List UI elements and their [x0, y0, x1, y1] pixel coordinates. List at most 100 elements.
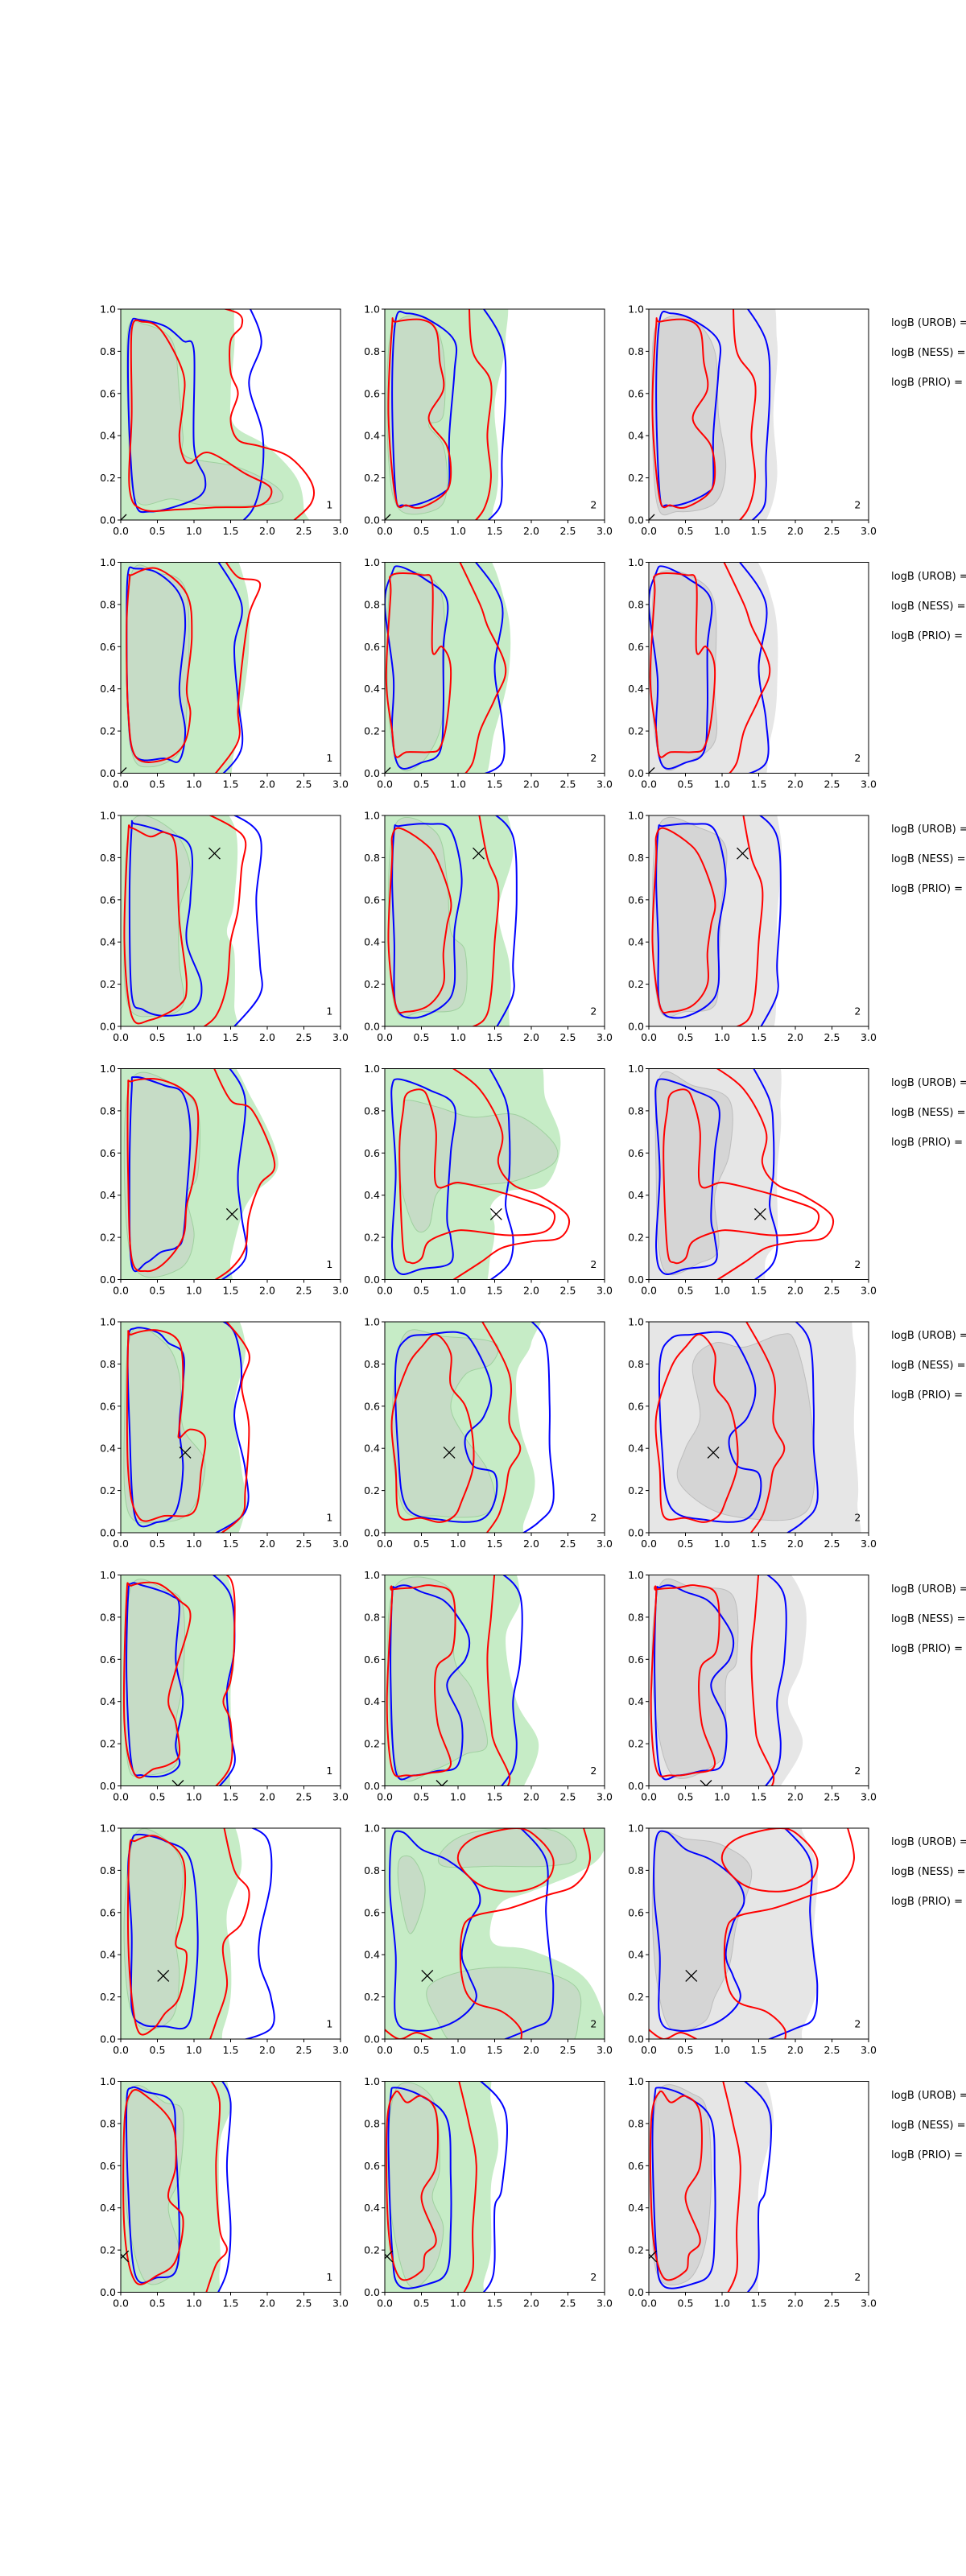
panel-number-label: 1 — [326, 1258, 332, 1270]
y-tick-label: 0.8 — [628, 1611, 644, 1623]
x-tick-label: 0.5 — [150, 2044, 166, 2056]
x-tick-label: 1.5 — [487, 2044, 503, 2056]
red-outer-contour — [214, 562, 262, 774]
x-tick-label: 2.0 — [259, 1285, 275, 1297]
panel-number-label: 2 — [854, 1512, 861, 1524]
y-tick-label: 0.8 — [100, 345, 116, 357]
true-value-marker — [685, 1969, 698, 1982]
y-tick-label: 0.0 — [100, 1527, 116, 1539]
x-tick-label: 1.5 — [487, 1031, 503, 1043]
x-tick-label: 2.0 — [259, 2044, 275, 2056]
x-tick-label: 3.0 — [597, 1791, 613, 1803]
y-tick-label: 0.8 — [628, 852, 644, 864]
x-tick-label: 2.0 — [259, 1538, 275, 1550]
y-tick-label: 0.6 — [628, 1400, 644, 1412]
x-tick-label: 1.5 — [751, 1791, 767, 1803]
log-bayes-annotation: logB (UROB) = — [891, 1583, 966, 1596]
red-inner-contour — [385, 572, 452, 758]
panel-r8-c2: 0.0 0.5 1.0 1.5 2.0 2.5 3.0 0.0 0.2 0.4 0.6 0.8 1.0 2 — [364, 2075, 613, 2310]
blue-inner-contour — [391, 310, 458, 508]
y-tick-label: 0.2 — [100, 1991, 116, 2003]
y-tick-label: 1.0 — [628, 1063, 644, 1075]
x-tick-label: 1.5 — [223, 1791, 239, 1803]
red-outer-contour — [750, 1575, 775, 1786]
y-tick-label: 1.0 — [364, 810, 380, 822]
x-tick-label: 0.5 — [150, 1031, 166, 1043]
y-tick-label: 0.4 — [628, 683, 644, 695]
true-value-marker — [753, 1208, 766, 1220]
x-tick-label: 2.0 — [787, 778, 803, 791]
blue-inner-contour — [387, 2087, 452, 2289]
x-tick-label: 0.0 — [377, 1538, 393, 1550]
x-tick-label: 3.0 — [597, 778, 613, 791]
x-tick-label: 2.0 — [259, 2297, 275, 2310]
panel-number-label: 2 — [854, 1258, 861, 1270]
x-tick-label: 0.5 — [150, 2297, 166, 2310]
y-tick-label: 0.4 — [100, 1443, 116, 1455]
x-tick-label: 3.0 — [332, 1285, 349, 1297]
y-tick-label: 0.4 — [364, 936, 380, 948]
log-bayes-annotation: logB (PRIO) = — [891, 377, 963, 389]
log-bayes-annotation: logB (NESS) = — [891, 1106, 966, 1119]
y-tick-label: 0.4 — [628, 430, 644, 442]
panel-number-label: 1 — [326, 752, 332, 764]
y-tick-label: 0.4 — [628, 1443, 644, 1455]
x-tick-label: 1.0 — [186, 2297, 202, 2310]
blue-outer-contour — [489, 1068, 514, 1280]
panel-number-label: 2 — [854, 1765, 861, 1777]
x-tick-label: 2.0 — [787, 1031, 803, 1043]
x-tick-label: 1.5 — [487, 2297, 503, 2310]
x-tick-label: 3.0 — [861, 1031, 877, 1043]
panel-r4-c3: 0.0 0.5 1.0 1.5 2.0 2.5 3.0 0.0 0.2 0.4 0.6 0.8 1.0 2 — [628, 1063, 877, 1297]
log-bayes-annotation: logB (UROB) = — [891, 317, 966, 329]
panel-r2-c1: 0.0 0.5 1.0 1.5 2.0 2.5 3.0 0.0 0.2 0.4 0.6 0.8 1.0 1 — [100, 556, 349, 791]
y-tick-label: 0.0 — [364, 767, 380, 779]
x-tick-label: 0.0 — [641, 2044, 657, 2056]
red-inner-contour — [650, 1584, 720, 1777]
red-outer-contour — [458, 2081, 477, 2293]
y-tick-label: 0.0 — [100, 2033, 116, 2046]
panel-number-label: 2 — [854, 1005, 861, 1018]
x-tick-label: 0.5 — [678, 778, 694, 791]
log-bayes-annotation: logB (NESS) = — [891, 2119, 966, 2132]
panel-r7-c2: 0.0 0.5 1.0 1.5 2.0 2.5 3.0 0.0 0.2 0.4 0.6 0.8 1.0 2 — [364, 1823, 613, 2057]
log-bayes-annotation: logB (UROB) = — [891, 2089, 966, 2102]
y-tick-label: 0.8 — [364, 1864, 380, 1876]
y-tick-label: 0.6 — [364, 1400, 380, 1412]
x-tick-label: 0.0 — [113, 1031, 129, 1043]
x-tick-label: 2.5 — [560, 1285, 576, 1297]
x-tick-label: 2.0 — [523, 778, 539, 791]
x-tick-label: 1.5 — [223, 1285, 239, 1297]
x-tick-label: 2.0 — [787, 525, 803, 537]
y-tick-label: 0.6 — [628, 894, 644, 906]
x-tick-label: 0.0 — [377, 2044, 393, 2056]
x-tick-label: 3.0 — [861, 778, 877, 791]
x-tick-label: 0.0 — [641, 1285, 657, 1297]
x-tick-label: 0.5 — [414, 1791, 430, 1803]
y-tick-label: 0.2 — [100, 1738, 116, 1750]
x-tick-label: 1.0 — [450, 2297, 466, 2310]
panel-r3-c2: 0.0 0.5 1.0 1.5 2.0 2.5 3.0 0.0 0.2 0.4 0.6 0.8 1.0 2 — [364, 810, 613, 1044]
log-bayes-annotation: logB (PRIO) = — [891, 1642, 963, 1655]
y-tick-label: 0.2 — [100, 2244, 116, 2256]
y-tick-label: 0.2 — [628, 2244, 644, 2256]
y-tick-label: 0.4 — [628, 1949, 644, 1961]
y-tick-label: 0.8 — [100, 2117, 116, 2129]
true-value-marker — [443, 1446, 456, 1459]
y-tick-label: 1.0 — [364, 1569, 380, 1581]
x-tick-label: 0.5 — [150, 1538, 166, 1550]
y-tick-label: 0.8 — [100, 852, 116, 864]
y-tick-label: 0.6 — [100, 894, 116, 906]
x-tick-label: 0.5 — [678, 1031, 694, 1043]
red-inner-contour — [720, 1828, 819, 1893]
y-tick-label: 1.0 — [628, 1569, 644, 1581]
x-tick-label: 3.0 — [332, 1031, 349, 1043]
x-tick-label: 2.5 — [824, 1031, 840, 1043]
x-tick-label: 0.5 — [414, 525, 430, 537]
y-tick-label: 0.8 — [628, 1864, 644, 1876]
log-bayes-annotation: logB (NESS) = — [891, 853, 966, 865]
blue-inner-contour — [655, 310, 722, 508]
red-inner-contour — [126, 567, 193, 763]
blue-inner-contour — [651, 2087, 716, 2289]
y-tick-label: 0.0 — [628, 514, 644, 526]
